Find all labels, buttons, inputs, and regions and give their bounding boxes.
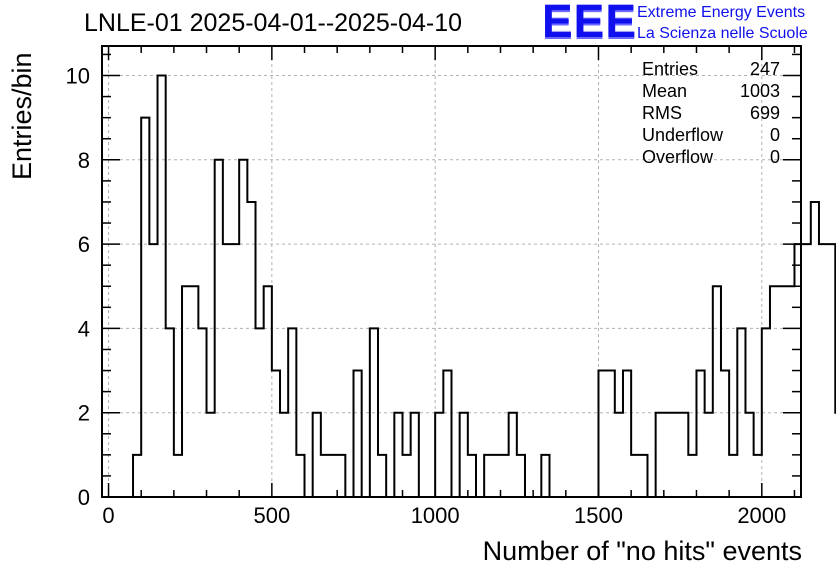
y-tick-label: 10 [66, 64, 90, 89]
plot-frame [101, 45, 802, 498]
eee-logo: EEE Extreme Energy Events La Scienza nel… [542, 0, 832, 47]
stats-entries-label: Entries [642, 59, 699, 79]
y-tick-label: 6 [78, 232, 90, 257]
stats-overflow: Overflow 0 [642, 146, 780, 168]
y-tick-label: 8 [78, 148, 90, 173]
stats-underflow: Underflow 0 [642, 124, 780, 146]
y-tick-label: 0 [78, 485, 90, 510]
stats-underflow-value: 0 [769, 125, 780, 145]
x-axis-label: Number of "no hits" events [482, 536, 802, 566]
y-axis-label: Entries/bin [7, 52, 37, 180]
x-tick-label: 2000 [737, 503, 786, 528]
stats-underflow-label: Underflow [642, 125, 724, 145]
stats-mean-value: 1003 [739, 81, 780, 101]
stats-rms-label: RMS [642, 103, 682, 123]
stats-overflow-label: Overflow [642, 147, 714, 167]
y-tick-label: 4 [78, 316, 90, 341]
x-tick-label: 1000 [411, 503, 460, 528]
x-tick-label: 0 [102, 503, 114, 528]
logo-line-1: Extreme Energy Events [637, 4, 806, 21]
stats-mean-label: Mean [642, 81, 688, 101]
stats-entries: Entries 247 [642, 58, 780, 80]
y-tick-label: 2 [78, 401, 90, 426]
stats-mean: Mean 1003 [642, 80, 780, 102]
x-tick-label: 1500 [574, 503, 623, 528]
eee-logo-mark: EEE [542, 0, 638, 47]
stats-rms-value: 699 [749, 103, 780, 123]
stats-entries-value: 247 [749, 59, 780, 79]
stats-overflow-value: 0 [769, 147, 780, 167]
axis-ticks [102, 46, 801, 498]
logo-line-2: La Scienza nelle Scuole [637, 25, 808, 42]
tick-labels: 0 500 1000 1500 2000 0 2 4 6 8 10 [66, 64, 787, 528]
chart-title: LNLE-01 2025-04-01--2025-04-10 [84, 9, 463, 37]
stats-box: Entries 247 Mean 1003 RMS 699 Underflow … [642, 58, 780, 168]
stats-rms: RMS 699 [642, 102, 780, 124]
x-tick-label: 500 [253, 503, 290, 528]
